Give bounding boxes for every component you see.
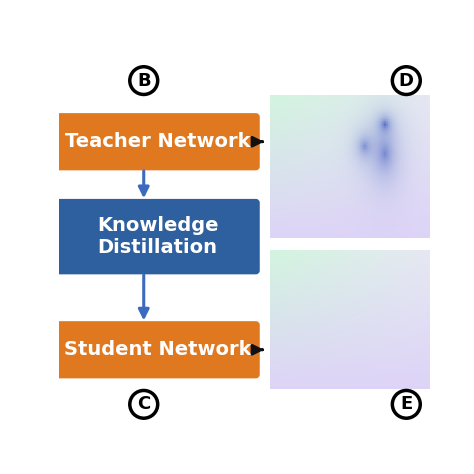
- Text: Knowledge
Distillation: Knowledge Distillation: [97, 216, 218, 257]
- Circle shape: [130, 391, 158, 418]
- FancyBboxPatch shape: [27, 322, 259, 377]
- Circle shape: [130, 67, 158, 94]
- Text: D: D: [399, 72, 414, 90]
- Text: E: E: [400, 395, 412, 413]
- FancyBboxPatch shape: [27, 114, 259, 169]
- Circle shape: [392, 67, 420, 94]
- Text: B: B: [137, 72, 151, 90]
- Circle shape: [392, 391, 420, 418]
- FancyBboxPatch shape: [27, 200, 259, 273]
- Text: C: C: [137, 395, 150, 413]
- Text: Student Network: Student Network: [64, 340, 251, 359]
- Text: Teacher Network: Teacher Network: [65, 132, 250, 151]
